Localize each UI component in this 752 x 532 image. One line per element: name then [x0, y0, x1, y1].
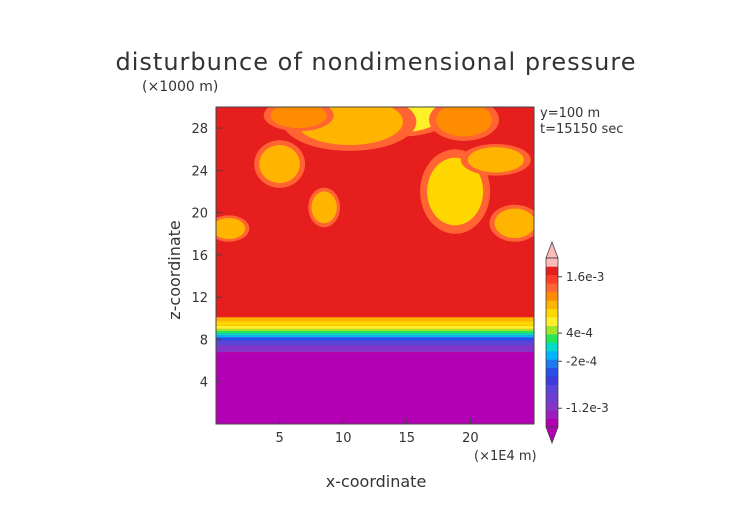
colorbar-segment	[546, 300, 558, 309]
y-unit-label: (×1000 m)	[142, 79, 218, 95]
colorbar-segment	[546, 283, 558, 293]
feature-core	[259, 145, 300, 184]
annotation-time: t=15150 sec	[540, 122, 623, 137]
x-tick-label: 20	[462, 431, 479, 446]
colorbar-label: -2e-4	[566, 354, 597, 368]
colorbar-segment	[546, 334, 558, 343]
field-band	[216, 352, 534, 424]
colorbar-segment	[546, 410, 558, 419]
colorbar: 1.6e-3 4e-4 -2e-4 -1.2e-3	[545, 240, 609, 445]
x-unit-label: (×1E4 m)	[474, 449, 537, 464]
field-band	[216, 317, 534, 322]
colorbar-label: 4e-4	[566, 326, 593, 340]
field-band	[216, 337, 534, 341]
colorbar-segment	[546, 325, 558, 335]
y-tick-label: 8	[200, 333, 208, 348]
feature-core	[311, 191, 337, 224]
feature-core	[436, 107, 493, 137]
colorbar-segment	[546, 266, 558, 276]
colorbar-segment	[546, 359, 558, 369]
x-axis-ticks: 5 10 15 20	[275, 418, 479, 446]
feature-core	[427, 157, 484, 226]
feature-core	[494, 208, 534, 239]
y-tick-label: 4	[200, 376, 208, 391]
colorbar-segment	[546, 418, 558, 428]
plot-area	[216, 107, 534, 424]
colorbar-top-arrow	[545, 240, 559, 259]
colorbar-segment	[546, 376, 558, 386]
colorbar-segment	[546, 291, 558, 301]
y-axis-ticks: 4 8 12 16 20 24 28	[191, 122, 222, 391]
y-tick-label: 20	[191, 207, 208, 222]
colorbar-segment	[546, 384, 558, 394]
field-band	[216, 331, 534, 334]
colorbar-segment	[546, 317, 558, 326]
field-band	[216, 335, 534, 338]
colorbar-segment	[546, 401, 558, 411]
y-tick-label: 16	[191, 249, 208, 264]
colorbar-label: -1.2e-3	[566, 401, 609, 415]
colorbar-segment	[546, 274, 558, 284]
x-axis-label: x-coordinate	[326, 472, 427, 491]
annotation-y: y=100 m	[540, 106, 600, 121]
y-axis-label: z-coordinate	[165, 220, 184, 320]
colorbar-label: 1.6e-3	[566, 270, 604, 284]
field-band	[216, 321, 534, 326]
feature-core	[467, 147, 524, 173]
y-tick-label: 12	[191, 291, 208, 306]
field-band	[216, 340, 534, 346]
x-tick-label: 15	[399, 431, 416, 446]
x-tick-label: 10	[335, 431, 352, 446]
field-band	[216, 328, 534, 332]
colorbar-segment	[546, 258, 558, 267]
x-tick-label: 5	[275, 431, 283, 446]
y-tick-label: 28	[191, 122, 208, 137]
colorbar-frame	[545, 257, 559, 428]
plot-frame	[215, 106, 535, 425]
feature-core	[270, 107, 327, 129]
colorbar-bottom-arrow	[545, 426, 559, 445]
field-band	[216, 345, 534, 353]
colorbar-segment	[546, 350, 558, 360]
colorbar-segment	[546, 342, 558, 352]
field-band	[216, 325, 534, 329]
chart-title: disturbunce of nondimensional pressure	[116, 48, 637, 76]
field-band	[216, 333, 534, 336]
colorbar-segment	[546, 308, 558, 318]
y-tick-label: 24	[191, 164, 208, 179]
colorbar-segment	[546, 367, 558, 377]
colorbar-segment	[546, 393, 558, 402]
feature-core	[216, 217, 246, 240]
